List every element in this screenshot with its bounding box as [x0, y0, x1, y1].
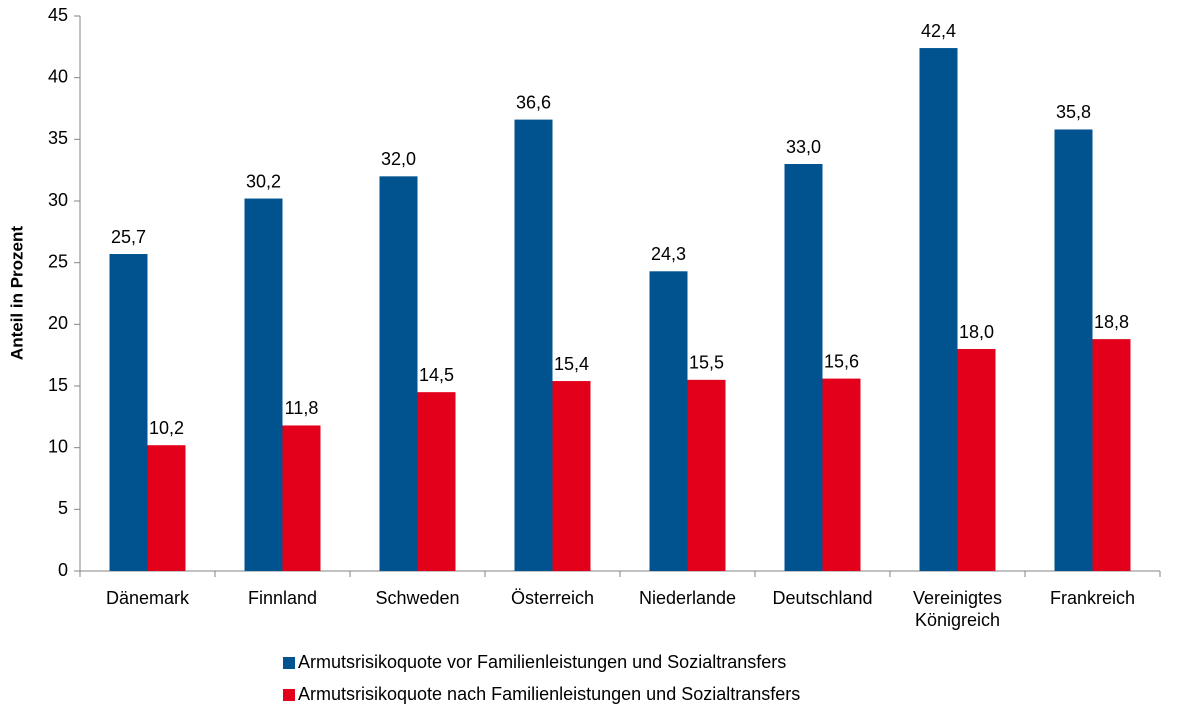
y-tick-label: 40: [48, 66, 68, 86]
bar: [919, 48, 958, 572]
bar: [1054, 129, 1093, 571]
legend-swatch: [283, 689, 295, 701]
bar: [687, 379, 726, 571]
data-label: 18,0: [959, 322, 994, 342]
legend-label: Armutsrisikoquote nach Familienleistunge…: [298, 684, 800, 704]
x-tick-label: Finnland: [248, 588, 317, 608]
bar: [822, 378, 861, 571]
x-tick-label: Vereinigtes Königreich: [913, 588, 1002, 630]
bar: [109, 254, 148, 572]
bar: [552, 381, 591, 571]
data-label: 25,7: [111, 227, 146, 247]
bar: [784, 164, 823, 571]
bar: [514, 119, 553, 571]
x-tick-label: Schweden: [375, 588, 459, 608]
data-label: 30,2: [246, 171, 281, 191]
bar: [282, 425, 321, 571]
data-label: 10,2: [149, 418, 184, 438]
data-label: 14,5: [419, 365, 454, 385]
data-label: 11,8: [285, 398, 319, 418]
data-label: 36,6: [516, 92, 551, 112]
legend-label: Armutsrisikoquote vor Familienleistungen…: [298, 652, 786, 672]
y-tick-label: 45: [48, 5, 68, 25]
x-tick-label: Niederlande: [639, 588, 736, 608]
bar: [244, 198, 283, 572]
y-tick-label: 0: [58, 560, 68, 580]
y-tick-label: 15: [48, 375, 68, 395]
data-label: 42,4: [921, 21, 956, 41]
y-tick-label: 25: [48, 251, 68, 271]
legend-swatch: [283, 657, 295, 669]
y-tick-label: 35: [48, 128, 68, 148]
y-axis-label: Anteil in Prozent: [7, 226, 26, 360]
data-label: 33,0: [786, 137, 821, 157]
bar: [379, 176, 418, 572]
y-tick-label: 30: [48, 190, 68, 210]
data-label: 15,4: [554, 354, 589, 374]
y-tick-label: 20: [48, 313, 68, 333]
data-label: 32,0: [381, 149, 416, 169]
data-label: 15,5: [689, 353, 724, 373]
bar: [649, 271, 688, 571]
data-label: 15,6: [824, 351, 859, 371]
bar: [147, 445, 186, 571]
x-tick-label: Dänemark: [106, 588, 190, 608]
y-tick-label: 10: [48, 436, 68, 456]
data-label: 35,8: [1056, 102, 1091, 122]
x-tick-label: Deutschland: [772, 588, 872, 608]
bar: [1092, 339, 1131, 571]
bar: [957, 349, 996, 571]
y-tick-label: 5: [58, 498, 68, 518]
data-label: 24,3: [651, 244, 686, 264]
bar: [417, 392, 456, 571]
data-label: 18,8: [1094, 312, 1129, 332]
x-tick-label: Frankreich: [1050, 588, 1135, 608]
x-tick-label: Österreich: [511, 588, 594, 608]
